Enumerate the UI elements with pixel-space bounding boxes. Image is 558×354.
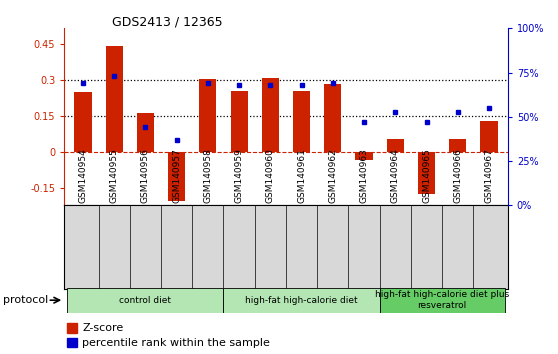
FancyBboxPatch shape [224,288,379,313]
Bar [74,92,92,152]
FancyBboxPatch shape [379,288,504,313]
Bar [418,152,435,194]
Bar [230,91,248,152]
Bar [168,152,185,200]
Bar [66,337,77,348]
Bar [199,79,217,152]
Text: protocol: protocol [3,295,48,305]
Text: GDS2413 / 12365: GDS2413 / 12365 [112,16,222,29]
Text: percentile rank within the sample: percentile rank within the sample [82,338,270,348]
Bar [449,139,466,152]
Bar [66,323,77,333]
Bar [137,113,154,152]
Bar [324,84,341,152]
FancyBboxPatch shape [68,288,224,313]
Text: Z-score: Z-score [82,323,123,333]
Text: high-fat high-calorie diet plus
resveratrol: high-fat high-calorie diet plus resverat… [375,290,509,310]
Text: high-fat high-calorie diet: high-fat high-calorie diet [246,296,358,304]
Bar [355,152,373,160]
Bar [293,91,310,152]
Bar [480,121,498,152]
Text: control diet: control diet [119,296,171,304]
Bar [262,78,279,152]
Bar [387,139,404,152]
Bar [105,46,123,152]
